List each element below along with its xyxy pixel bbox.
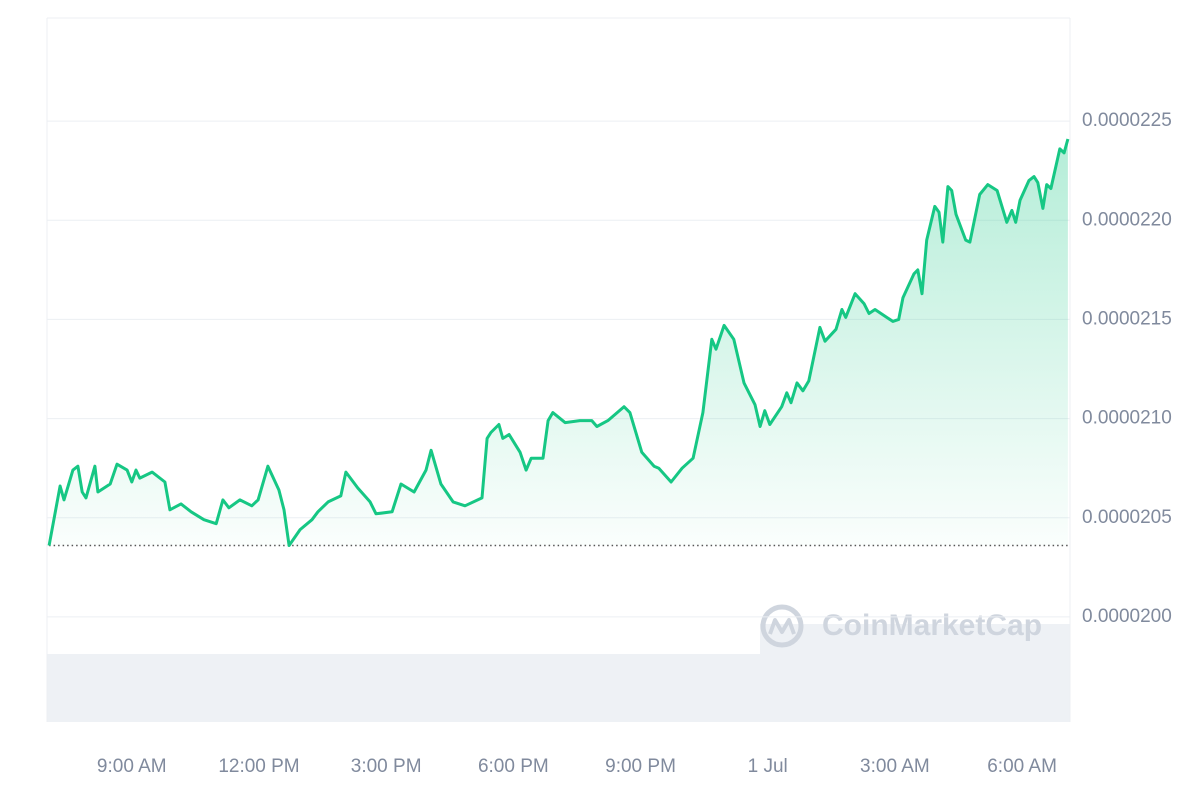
y-tick-label: 0.0000225 (1082, 110, 1172, 131)
y-tick-label: 0.0000210 (1082, 408, 1172, 429)
x-tick-label: 3:00 PM (351, 756, 422, 777)
x-tick-label: 1 Jul (748, 756, 788, 777)
x-tick-label: 9:00 PM (605, 756, 676, 777)
y-tick-label: 0.0000200 (1082, 606, 1172, 627)
y-tick-label: 0.0000220 (1082, 209, 1172, 230)
x-tick-label: 12:00 PM (218, 756, 299, 777)
x-tick-label: 3:00 AM (860, 756, 930, 777)
y-tick-label: 0.0000205 (1082, 507, 1172, 528)
volume-band (47, 654, 1070, 722)
x-tick-label: 9:00 AM (97, 756, 167, 777)
x-tick-label: 6:00 PM (478, 756, 549, 777)
volume-band-high (760, 624, 1070, 654)
price-line (47, 138, 1070, 547)
watermark: CoinMarketCap (822, 609, 1042, 642)
area (49, 139, 1068, 546)
watermark-logo (760, 604, 804, 648)
y-tick-label: 0.0000215 (1082, 308, 1172, 329)
x-tick-label: 6:00 AM (987, 756, 1057, 777)
